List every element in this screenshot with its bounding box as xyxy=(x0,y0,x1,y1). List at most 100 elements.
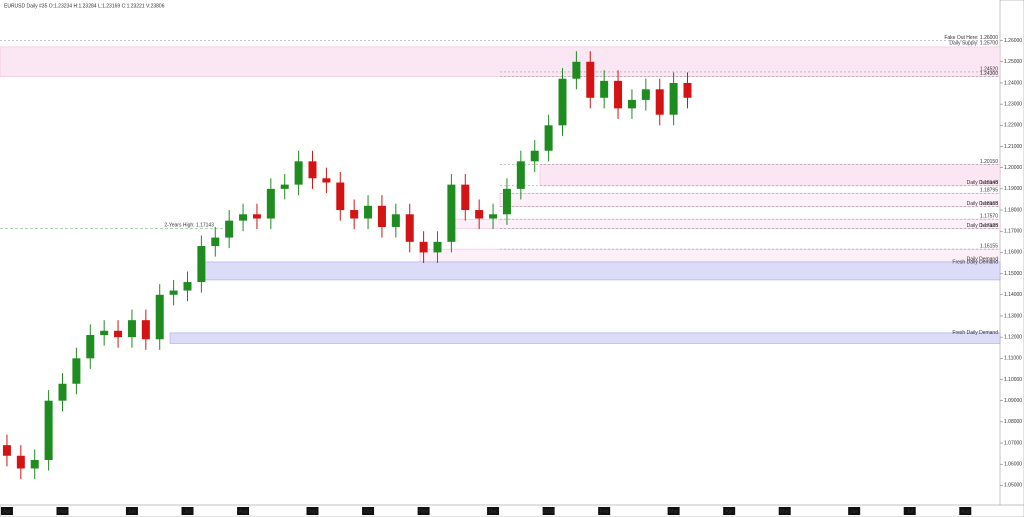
y-tick-label: 1.22000 xyxy=(1004,123,1022,129)
x-tick-box xyxy=(903,507,916,515)
x-tick-label: Jul xyxy=(907,509,913,515)
y-tick-label: 1.15000 xyxy=(1004,271,1022,277)
candle-body xyxy=(86,335,95,359)
candle-body xyxy=(572,61,581,79)
candle-body xyxy=(461,184,470,211)
x-tick-box xyxy=(306,507,319,515)
x-tick-box xyxy=(848,507,861,515)
x-tick-label: Aug xyxy=(239,509,248,515)
candle-body xyxy=(475,210,484,219)
candle-body xyxy=(502,188,511,215)
x-tick-label: Jun xyxy=(128,509,136,515)
candle-body xyxy=(58,383,67,401)
x-tick-box xyxy=(959,507,972,515)
candle-body xyxy=(586,61,595,98)
zone xyxy=(539,164,1001,187)
candle-body xyxy=(266,188,275,219)
y-tick-label: 1.14000 xyxy=(1004,292,1022,298)
y-tick-label: 1.10000 xyxy=(1004,377,1022,383)
zone-label: Fresh Daily Demand xyxy=(952,330,998,336)
candle-body xyxy=(558,78,567,126)
level-label: 1.20150 xyxy=(980,159,998,165)
level-label: 1.17125 xyxy=(980,223,998,229)
candle-body xyxy=(433,241,442,253)
x-tick-label: Dec xyxy=(489,509,498,515)
x-tick-label: May xyxy=(58,509,68,515)
zone-label: Fresh Daily Demand xyxy=(952,259,998,265)
candle-body xyxy=(419,241,428,253)
y-tick-label: 1.06000 xyxy=(1004,462,1022,468)
candle-body xyxy=(183,282,192,291)
annotation-label: 2-Years High: 1.17143 xyxy=(164,223,214,229)
candle-body xyxy=(225,220,234,238)
y-tick-label: 1.24000 xyxy=(1004,80,1022,86)
candle-body xyxy=(155,294,164,340)
y-tick-label: 1.13000 xyxy=(1004,313,1022,319)
candle-body xyxy=(350,210,359,219)
y-tick-label: 1.08000 xyxy=(1004,419,1022,425)
x-tick-label: Aug xyxy=(961,509,970,515)
y-tick-label: 1.26000 xyxy=(1004,38,1022,44)
x-tick-label: Jul xyxy=(184,509,190,515)
x-tick-label: Apr xyxy=(3,509,11,515)
level-label: 1.18795 xyxy=(980,188,998,194)
zone-label: Daily Demand xyxy=(967,223,999,229)
x-tick-label: Jun xyxy=(850,509,858,515)
candle-body xyxy=(294,161,303,185)
candle-body xyxy=(30,459,39,469)
candle-body xyxy=(239,214,248,221)
y-tick-label: 1.19000 xyxy=(1004,186,1022,192)
candle-body xyxy=(141,320,150,340)
price-axis xyxy=(999,0,1024,517)
y-tick-label: 1.20000 xyxy=(1004,165,1022,171)
x-tick-box xyxy=(181,507,194,515)
candle-body xyxy=(544,125,553,151)
x-tick-label: Feb xyxy=(600,509,609,515)
zone xyxy=(449,218,1001,229)
x-tick-box xyxy=(778,507,791,515)
x-tick-box xyxy=(125,507,138,515)
x-tick-label: Apr xyxy=(725,509,733,515)
y-tick-label: 1.11000 xyxy=(1004,356,1022,362)
candle-body xyxy=(252,214,261,219)
x-tick-label: Mar xyxy=(669,509,678,515)
zone-label: Daily Supply: 1.25700 xyxy=(949,40,998,46)
candle-body xyxy=(72,358,81,384)
x-tick-box xyxy=(487,507,500,515)
x-tick-box xyxy=(417,507,430,515)
level-label: 1.17570 xyxy=(980,213,998,219)
y-tick-label: 1.23000 xyxy=(1004,101,1022,107)
y-tick-label: 1.16000 xyxy=(1004,250,1022,256)
x-tick-box xyxy=(0,507,13,515)
candle-body xyxy=(2,445,11,456)
candle-body xyxy=(627,99,636,109)
zone xyxy=(419,248,1001,263)
level-label: 1.24520 xyxy=(980,66,998,72)
zone xyxy=(199,261,1001,281)
candle-body xyxy=(336,182,345,211)
candle-body xyxy=(641,89,650,100)
y-tick-label: 1.09000 xyxy=(1004,398,1022,404)
level-label: 1.18165 xyxy=(980,201,998,207)
x-tick-box xyxy=(542,507,555,515)
x-tick-label: Oct xyxy=(364,509,372,515)
x-tick-label: 2018 xyxy=(543,509,554,515)
candle-body xyxy=(655,89,664,115)
x-tick-box xyxy=(362,507,375,515)
y-tick-label: 1.25000 xyxy=(1004,59,1022,65)
candle-body xyxy=(405,214,414,242)
zone-label: Daily Demand xyxy=(967,180,999,186)
time-axis xyxy=(0,504,1024,517)
y-tick-label: 1.21000 xyxy=(1004,144,1022,150)
chart-header: EURUSD Daily #35 O:1.23234 H:1.23284 L:1… xyxy=(4,3,165,9)
level-label: 1.19145 xyxy=(980,180,998,186)
zone-label: Daily Demand xyxy=(967,256,999,262)
y-tick-label: 1.18000 xyxy=(1004,207,1022,213)
candle-body xyxy=(669,82,678,115)
x-tick-box xyxy=(723,507,736,515)
y-tick-label: 1.12000 xyxy=(1004,334,1022,340)
level-label: Fake Out Here: 1.26000 xyxy=(944,35,998,41)
candle-body xyxy=(44,400,53,460)
x-tick-box xyxy=(56,507,69,515)
